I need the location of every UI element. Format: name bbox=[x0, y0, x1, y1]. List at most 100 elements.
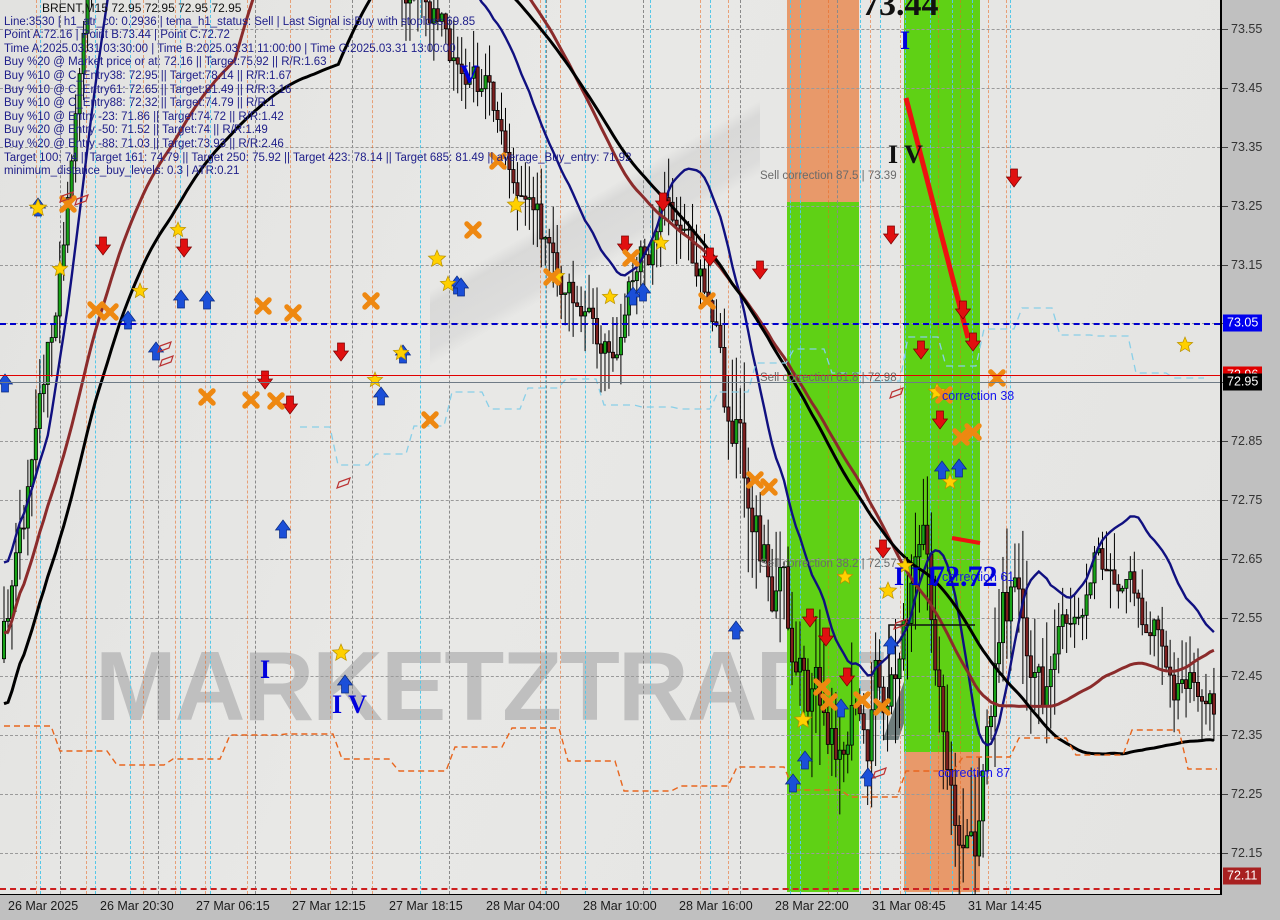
price-tick-14 bbox=[1222, 852, 1228, 854]
cyan-level-13 bbox=[880, 0, 881, 894]
orange-level-6 bbox=[290, 0, 291, 894]
cross-signal-icon bbox=[87, 301, 105, 319]
cross-signal-icon bbox=[59, 195, 77, 213]
cross-signal-icon bbox=[853, 691, 871, 709]
vertical-gridline-2 bbox=[255, 0, 256, 894]
cross-signal-icon bbox=[464, 221, 482, 239]
time-label-6: 28 Mar 10:00 bbox=[583, 899, 657, 913]
orange-level-3 bbox=[175, 0, 176, 894]
cross-signal-icon bbox=[873, 698, 891, 716]
buy-arrow-icon bbox=[933, 460, 951, 480]
sell-arrow-icon bbox=[954, 300, 972, 320]
price-tick-label-12: 72.35 bbox=[1231, 728, 1263, 743]
horizontal-gridline-11 bbox=[0, 676, 1220, 678]
orange-level-1 bbox=[86, 0, 87, 894]
sell-arrow-icon bbox=[882, 225, 900, 245]
star-signal-icon bbox=[506, 195, 526, 214]
sell-arrow-icon bbox=[1005, 168, 1023, 188]
cross-signal-icon bbox=[746, 471, 764, 489]
cross-signal-icon bbox=[698, 292, 716, 310]
star-signal-icon bbox=[366, 371, 384, 388]
sell-arrow-icon bbox=[94, 236, 112, 256]
sell-arrow-icon bbox=[256, 370, 274, 390]
time-label-1: 26 Mar 20:30 bbox=[100, 899, 174, 913]
annotation-2: I V bbox=[888, 140, 923, 169]
info-line-1: Point A:72.16 | Point B:73.44 | Point C:… bbox=[4, 29, 230, 42]
band-green-upper bbox=[787, 202, 859, 892]
orange-level-15 bbox=[900, 0, 901, 894]
price-tick-label-8: 72.75 bbox=[1231, 492, 1263, 507]
rectangle-zone bbox=[888, 624, 975, 700]
time-axis-strip bbox=[0, 888, 1220, 896]
price-tick-label-13: 72.25 bbox=[1231, 787, 1263, 801]
vertical-gridline-0 bbox=[60, 0, 61, 894]
sell-arrow-icon bbox=[817, 627, 835, 647]
price-badge-73-05[interactable]: 73.05 bbox=[1223, 314, 1263, 332]
vertical-gridline-6 bbox=[643, 0, 644, 894]
star-signal-icon bbox=[896, 557, 914, 574]
star-signal-icon bbox=[941, 473, 959, 490]
star-signal-icon bbox=[793, 710, 813, 729]
cross-signal-icon bbox=[964, 423, 982, 441]
cross-signal-icon bbox=[813, 678, 831, 696]
cross-signal-icon bbox=[267, 392, 285, 410]
price-tick-label-0: 73.55 bbox=[1231, 22, 1263, 37]
price-tick-0 bbox=[1222, 29, 1228, 31]
price-tick-3 bbox=[1222, 205, 1228, 207]
star-signal-icon bbox=[601, 288, 619, 305]
flag-markers bbox=[59, 191, 908, 779]
chart-label-0: Sell correction 87.5 | 73.39 bbox=[760, 170, 897, 182]
cross-signal-icon bbox=[952, 428, 970, 446]
time-label-9: 31 Mar 08:45 bbox=[872, 899, 946, 913]
orange-level-10 bbox=[560, 0, 561, 894]
cyan-level-4 bbox=[210, 0, 211, 894]
price-tick-7 bbox=[1222, 441, 1228, 443]
chart-symbol-title: BRENT,M15 72.95 72.95 72.95 72.95 bbox=[42, 1, 242, 15]
horizontal-gridline-7 bbox=[0, 441, 1220, 443]
price-badge-72-95[interactable]: 72.95 bbox=[1223, 373, 1263, 391]
sell-arrow-icon bbox=[332, 342, 350, 362]
cross-signal-icon bbox=[254, 297, 272, 315]
orange-level-18 bbox=[988, 0, 989, 894]
vertical-gridline-3 bbox=[352, 0, 353, 894]
sell-arrow-icon bbox=[701, 247, 719, 267]
price-badge-72-11[interactable]: 72.11 bbox=[1223, 867, 1262, 885]
buy-arrow-icon bbox=[172, 289, 190, 309]
star-signal-icon bbox=[878, 581, 898, 600]
annotation-4: I bbox=[260, 655, 271, 684]
cyan-level-6 bbox=[545, 0, 546, 894]
cross-signal-icon bbox=[362, 292, 380, 310]
price-tick-11 bbox=[1222, 676, 1228, 678]
cross-signal-icon bbox=[101, 303, 119, 321]
cross-signal-icon bbox=[242, 391, 260, 409]
horizontal-gridline-10 bbox=[0, 617, 1220, 619]
horizontal-gridline-0 bbox=[0, 29, 1220, 31]
cross-signal-icon bbox=[935, 386, 953, 404]
price-tick-12 bbox=[1222, 735, 1228, 737]
watermark-text: MARKETZTRADE bbox=[95, 631, 890, 741]
bid-72-95 bbox=[0, 382, 1220, 384]
star-signal-icon bbox=[439, 275, 457, 292]
sell-arrow-icon bbox=[616, 235, 634, 255]
price-axis[interactable]: 73.55 73.45 73.35 73.25 73.15 73.05 72.95 72.85… bbox=[1222, 0, 1280, 894]
cyan-level-3 bbox=[180, 0, 181, 894]
star-signal-icon bbox=[169, 221, 187, 238]
cross-signal-icon bbox=[760, 478, 778, 496]
price-tick-label-10: 72.55 bbox=[1231, 610, 1263, 625]
price-tick-4 bbox=[1222, 264, 1228, 266]
time-axis[interactable]: 26 Mar 2025 26 Mar 20:30 27 Mar 06:15 27 Ma… bbox=[0, 896, 1280, 920]
price-tick-13 bbox=[1222, 794, 1228, 795]
annotation-3: 73.44 bbox=[862, 0, 939, 23]
chart-plot-area[interactable]: MARKETZTRADE A Sell correction 87.5 | 73… bbox=[0, 0, 1222, 895]
orange-level-2 bbox=[143, 0, 144, 894]
orange-step-indicator bbox=[4, 725, 1217, 798]
time-label-4: 27 Mar 18:15 bbox=[389, 899, 463, 913]
buy-arrow-icon bbox=[274, 519, 292, 539]
info-line-0: Line:3530 | h1_atr_c0: 0.2936 | tema_h1_… bbox=[4, 15, 476, 28]
chart-label-1: Sell correction 61.8 | 72.98 bbox=[760, 372, 897, 384]
time-label-5: 28 Mar 04:00 bbox=[486, 899, 560, 913]
buy-arrow-icon bbox=[727, 620, 745, 640]
time-label-8: 28 Mar 22:00 bbox=[775, 899, 849, 913]
buy-arrow-icon bbox=[784, 773, 802, 793]
